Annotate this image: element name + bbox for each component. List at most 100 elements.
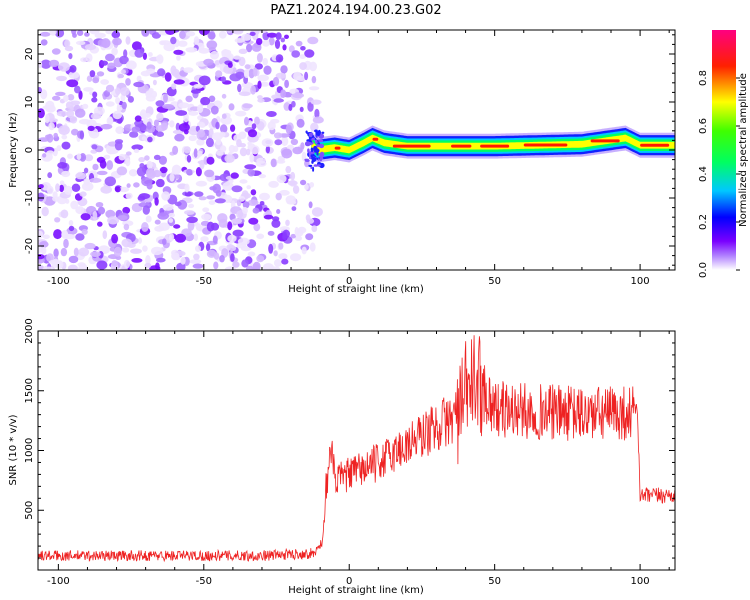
noise-blob [171,30,180,33]
onset-blob [312,166,315,172]
noise-blob [180,256,186,265]
noise-blob [153,154,161,161]
noise-blob [290,253,302,262]
noise-blob [174,233,186,243]
noise-blob [231,185,243,193]
noise-blob [115,126,125,134]
noise-blob [212,132,223,141]
noise-blob [266,32,278,38]
onset-blob [318,139,324,143]
noise-blob [105,84,115,93]
spectrogram-heatmap [38,30,675,270]
snr-x-tick-label: 100 [631,576,650,587]
noise-blob [169,120,175,128]
noise-blob [48,59,60,68]
noise-blob [146,121,152,130]
noise-blob [285,165,292,174]
noise-blob [121,238,133,248]
noise-blob [307,36,319,45]
noise-blob [284,34,289,39]
noise-blob [131,126,141,133]
noise-blob [311,225,318,233]
noise-blob [146,68,155,74]
snr-xlabel: Height of straight line (km) [288,585,424,596]
noise-blob [212,183,221,194]
spectrogram-xlabel: Height of straight line (km) [288,284,424,295]
noise-blob [219,255,225,263]
noise-blob [151,246,163,256]
noise-blob [308,201,313,209]
noise-blob [118,153,126,161]
noise-blob [242,206,248,215]
noise-blob [262,40,270,47]
noise-blob [152,170,162,178]
noise-blob [92,163,99,171]
noise-blob [251,43,262,52]
onset-blob [315,139,318,144]
noise-blob [82,103,89,109]
noise-blob [79,153,87,162]
noise-blob [205,243,211,252]
noise-blob [273,132,283,139]
noise-blob [61,170,71,178]
noise-blob [67,153,73,159]
noise-blob [174,133,185,142]
noise-blob [125,60,137,70]
noise-blob [259,201,265,206]
colorbar-tick-label: 0.0 [698,262,709,278]
snr-frame [37,330,676,571]
noise-blob [184,191,192,197]
noise-blob [75,233,85,241]
noise-blob [146,160,153,170]
noise-blob [228,245,237,252]
noise-blob [175,110,188,116]
noise-blob [84,242,96,250]
signal-peak [372,137,379,141]
onset-blob [316,132,321,137]
noise-blob [66,109,75,119]
noise-blob [65,198,70,204]
noise-blob [95,202,104,208]
onset-blob [310,166,313,169]
noise-blob [154,225,165,232]
noise-blob [117,215,128,221]
noise-blob [228,103,235,111]
noise-blob [188,203,195,209]
noise-blob [274,139,283,146]
noise-blob [215,121,220,130]
noise-blob [244,164,257,170]
noise-blob [117,73,125,79]
noise-blob [242,201,250,209]
noise-blob [64,39,70,48]
noise-blob [218,218,228,228]
noise-blob [236,139,242,148]
noise-blob [187,221,195,231]
noise-blob [218,30,227,39]
noise-blob [145,90,152,98]
noise-blob [65,101,74,109]
signal-band-4 [311,134,675,154]
noise-blob [193,253,200,260]
onset-blob [306,141,312,146]
noise-blob [200,96,211,106]
noise-blob [245,265,254,270]
spectrogram-x-tick-label: -100 [47,276,70,287]
colorbar-tick-label: 0.4 [698,166,709,182]
noise-blob [106,147,119,155]
noise-blob [174,201,182,207]
noise-blob [255,160,267,167]
noise-blob [154,219,161,225]
noise-blob [300,46,306,51]
noise-blob [38,108,45,119]
noise-blob [102,230,108,240]
noise-blob [309,182,315,188]
noise-blob [53,229,63,240]
noise-blob [268,37,275,46]
onset-blob [316,151,319,156]
signal-peak [392,144,431,148]
noise-blob [252,67,258,77]
noise-blob [260,81,270,87]
noise-blob [252,207,260,214]
noise-blob [41,206,49,217]
noise-blob [237,83,242,93]
